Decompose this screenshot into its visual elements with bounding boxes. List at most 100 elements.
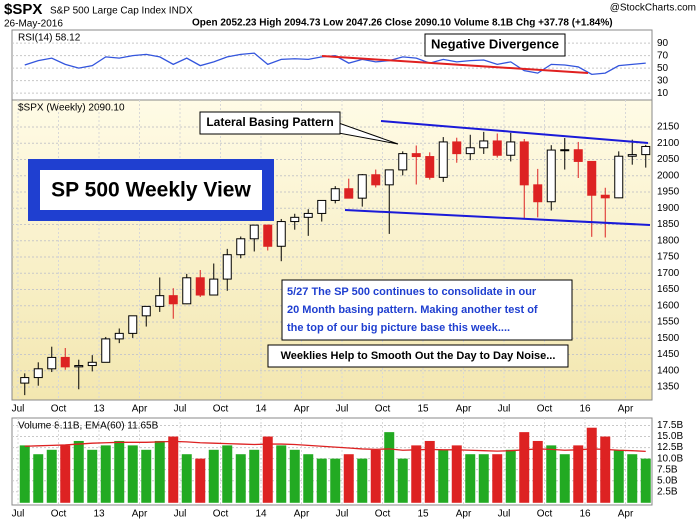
y-tick-label: 1400 xyxy=(657,365,680,376)
x-tick-label: 14 xyxy=(255,404,267,415)
comment-line: 20 Month basing pattern. Making another … xyxy=(287,304,538,316)
volume-bar xyxy=(19,445,30,503)
volume-bar xyxy=(46,449,57,503)
volume-bar xyxy=(519,432,530,503)
x-tick-label: Jul xyxy=(498,404,511,415)
candle-body xyxy=(546,149,556,203)
volume-bar xyxy=(276,445,287,503)
volume-bar xyxy=(357,458,368,503)
candle-body xyxy=(101,338,111,363)
x-tick-label: Jul xyxy=(174,509,187,520)
volume-bar xyxy=(60,445,71,503)
y-tick-label: 50 xyxy=(657,63,669,74)
volume-bar xyxy=(127,445,138,503)
y-tick-label: 2000 xyxy=(657,170,680,181)
candle-body xyxy=(438,141,448,178)
y-tick-label: 1700 xyxy=(657,268,680,279)
volume-bar xyxy=(465,454,476,503)
x-tick-label: Apr xyxy=(132,404,148,415)
resistance-line xyxy=(380,120,649,144)
candle-body xyxy=(263,224,273,247)
candle-body xyxy=(411,153,421,158)
y-tick-label: 1350 xyxy=(657,382,680,393)
panel-label: Volume 8.11B, EMA(60) 11.65B xyxy=(18,421,159,432)
volume-bar xyxy=(33,454,44,503)
candle-body xyxy=(371,174,381,186)
y-tick-label: 10.0B xyxy=(657,453,683,464)
candle-body xyxy=(330,188,340,201)
x-tick-label: Apr xyxy=(294,404,310,415)
candle-body xyxy=(290,216,300,223)
y-tick-label: 1900 xyxy=(657,203,680,214)
volume-bar xyxy=(532,440,543,503)
candle-body xyxy=(533,184,543,203)
y-tick-label: 15.0B xyxy=(657,431,683,442)
x-tick-label: 13 xyxy=(93,509,105,520)
volume-bar xyxy=(640,458,651,503)
volume-bar xyxy=(438,449,449,503)
comment-box xyxy=(281,279,573,341)
y-tick-label: 2050 xyxy=(657,154,680,165)
view-inner xyxy=(40,170,262,210)
volume-bar xyxy=(114,440,125,503)
y-tick-label: 7.5B xyxy=(657,464,678,475)
volume-bar xyxy=(451,445,462,503)
y-tick-label: 2100 xyxy=(657,138,680,149)
y-tick-label: 1800 xyxy=(657,235,680,246)
candle-body xyxy=(195,277,205,296)
volume-bar xyxy=(492,454,503,503)
candle-body xyxy=(47,356,57,370)
volume-bar xyxy=(100,445,111,503)
candle-body xyxy=(614,155,624,199)
candle-body xyxy=(303,212,313,218)
volume-bar xyxy=(384,432,395,503)
candle-body xyxy=(560,149,570,152)
basing-note: Lateral Basing Pattern xyxy=(206,115,333,129)
x-tick-label: Apr xyxy=(618,404,634,415)
candle-body xyxy=(222,254,232,280)
candle-body xyxy=(128,315,138,334)
index-name: S&P 500 Large Cap Index INDX xyxy=(50,6,193,17)
smooth-box xyxy=(267,344,569,368)
x-tick-label: 14 xyxy=(255,509,267,520)
y-tick-label: 1550 xyxy=(657,317,680,328)
candle-body xyxy=(641,145,651,156)
candle-body xyxy=(317,199,327,214)
comment-line: the top of our big picture base this wee… xyxy=(287,322,510,334)
volume-bar xyxy=(168,436,179,503)
y-tick-label: 10 xyxy=(657,88,669,99)
source: @StockCharts.com xyxy=(610,3,696,14)
x-tick-label: Apr xyxy=(456,509,472,520)
x-tick-label: Apr xyxy=(294,509,310,520)
candle-body xyxy=(452,141,462,155)
divergence-note: Negative Divergence xyxy=(431,36,559,51)
candle-body xyxy=(627,154,637,157)
candle-body xyxy=(398,153,408,171)
candle-body xyxy=(357,174,367,199)
volume-bar xyxy=(370,449,381,503)
candle-body xyxy=(114,332,124,340)
volume-bar xyxy=(505,449,516,503)
candle-body xyxy=(344,188,354,199)
candle-body xyxy=(573,149,583,162)
volume-bar xyxy=(411,445,422,503)
volume-bar xyxy=(181,454,192,503)
volume-bar xyxy=(330,458,341,503)
candle-body xyxy=(60,356,70,368)
y-tick-label: 1600 xyxy=(657,300,680,311)
volume-bar xyxy=(262,436,273,503)
y-tick-label: 1850 xyxy=(657,219,680,230)
view-title: SP 500 Weekly View xyxy=(51,179,251,202)
divergence-line xyxy=(321,55,589,74)
candle-body xyxy=(33,368,43,379)
volume-bar xyxy=(195,458,206,503)
volume-bar xyxy=(316,458,327,503)
candle-body xyxy=(276,221,286,247)
y-tick-label: 1950 xyxy=(657,187,680,198)
candle-body xyxy=(168,295,178,305)
volume-bar xyxy=(627,454,638,503)
x-tick-label: 16 xyxy=(579,509,591,520)
volume-bar xyxy=(235,454,246,503)
x-tick-label: Oct xyxy=(213,404,229,415)
